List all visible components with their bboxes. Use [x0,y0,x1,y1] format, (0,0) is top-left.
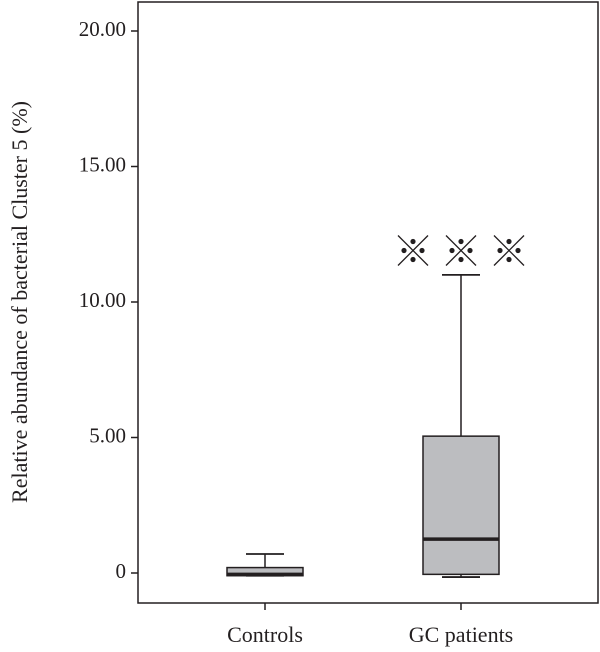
x-axis: Controls GC patients [227,603,513,647]
outlier-marker [445,235,477,266]
marker-dot [401,247,407,254]
marker-stroke [445,235,477,266]
y-tick-label: 10.00 [79,288,126,312]
y-axis: 0 5.00 10.00 15.00 20.00 [79,17,138,583]
marker-dot [410,238,416,245]
y-tick-label: 20.00 [79,17,126,41]
marker-dot [467,247,473,254]
box-gc-patients [422,273,500,578]
marker-dot [410,256,416,263]
y-tick-label: 15.00 [79,152,126,176]
marker-dot [449,247,455,254]
outlier-markers [397,235,525,266]
boxes [226,273,500,578]
outlier-marker [493,235,525,266]
marker-stroke [397,235,429,266]
y-tick-label: 0 [116,559,127,583]
marker-dot [458,238,464,245]
y-tick-label: 5.00 [89,423,126,447]
plot-frame [137,1,599,604]
marker-dot [497,247,503,254]
marker-stroke [493,235,525,266]
box-controls [226,553,304,577]
marker-dot [506,256,512,263]
x-tick-label: GC patients [409,622,514,647]
x-tick-label: Controls [227,622,303,647]
marker-dot [458,256,464,263]
marker-dot [419,247,425,254]
y-axis-label: Relative abundance of bacterial Cluster … [7,101,32,503]
marker-dot [515,247,521,254]
box-iqr [422,435,500,576]
marker-dot [506,238,512,245]
outlier-marker [397,235,429,266]
